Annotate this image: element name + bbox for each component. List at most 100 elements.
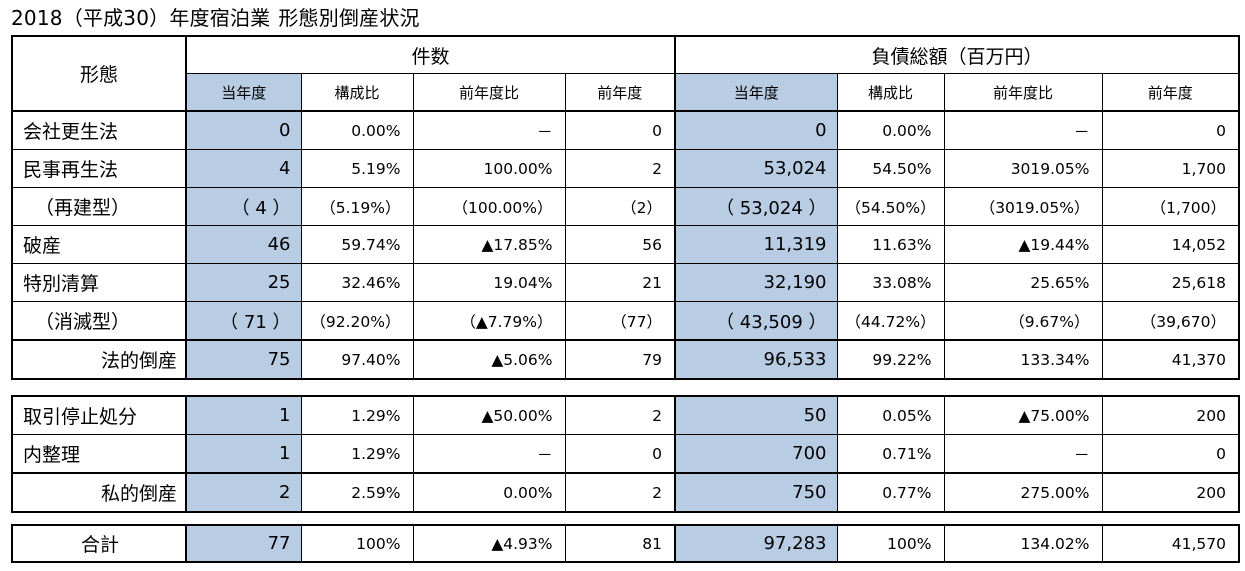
- cell: 0: [564, 110, 677, 150]
- cell: 2: [185, 472, 302, 513]
- legal-bankruptcy-table: 形態 件数 負債総額（百万円） 当年度 構成比 前年度比 前年度 当年度 構成比…: [11, 35, 1241, 380]
- row-label: 合計: [11, 524, 187, 563]
- table-row: 内整理 1 1.29% － 0 700 0.71% － 0: [11, 434, 1240, 474]
- cell: 750: [674, 472, 838, 513]
- cell: （2）: [564, 187, 677, 226]
- cell: 700: [674, 434, 838, 474]
- cell: 1.29%: [300, 395, 414, 435]
- row-label: 会社更生法: [11, 110, 187, 150]
- table-row: （消滅型） （ 71 ） （92.20%） （▲7.79%） （77） （ 43…: [11, 301, 1240, 341]
- table-row: 民事再生法 4 5.19% 100.00% 2 53,024 54.50% 30…: [11, 149, 1240, 188]
- cell: 33.08%: [836, 263, 945, 302]
- cell: 53,024: [674, 149, 838, 188]
- debt-group-header: 負債総額（百万円）: [674, 35, 1240, 74]
- cell: 200: [1101, 472, 1240, 513]
- cell: 0: [564, 434, 676, 474]
- cell: 100%: [836, 524, 945, 563]
- cell: 1: [185, 434, 302, 474]
- cell: （77）: [564, 301, 677, 341]
- col-header-debt-prev: 前年度: [1101, 73, 1240, 112]
- row-label: 法的倒産: [11, 339, 187, 380]
- cell: 100%: [300, 524, 414, 563]
- type-header: 形態: [11, 35, 187, 112]
- cell: 0: [1101, 110, 1240, 150]
- cell: 1,700: [1101, 149, 1240, 188]
- col-header-count-current: 当年度: [185, 73, 302, 112]
- row-label: 特別清算: [11, 263, 187, 302]
- cell: 41,370: [1101, 339, 1240, 380]
- cell: ▲5.06%: [412, 339, 566, 380]
- cell: －: [412, 110, 566, 150]
- row-label: 取引停止処分: [11, 395, 187, 435]
- cell: 11.63%: [836, 225, 945, 264]
- cell: ▲50.00%: [412, 395, 566, 435]
- cell: （100.00%）: [412, 187, 566, 226]
- cell: 3019.05%: [943, 149, 1103, 188]
- cell: 97,283: [674, 524, 838, 563]
- cell: 0.77%: [836, 472, 945, 513]
- cell: ▲19.44%: [943, 225, 1103, 264]
- table-row: 特別清算 25 32.46% 19.04% 21 32,190 33.08% 2…: [11, 263, 1240, 302]
- col-header-debt-current: 当年度: [674, 73, 838, 112]
- private-bankruptcy-table: 取引停止処分 1 1.29% ▲50.00% 2 50 0.05% ▲75.00…: [11, 395, 1240, 513]
- cell: （ 71 ）: [185, 301, 302, 341]
- cell: 2: [564, 472, 676, 513]
- cell: （39,670）: [1101, 301, 1240, 341]
- cell: 134.02%: [943, 524, 1103, 563]
- total-row: 合計 77 100% ▲4.93% 81 97,283 100% 134.02%…: [11, 524, 1240, 563]
- cell: 200: [1101, 395, 1240, 435]
- cell: 79: [564, 339, 677, 380]
- row-label: （再建型）: [11, 187, 187, 226]
- col-header-debt-yoy: 前年度比: [943, 73, 1103, 112]
- total-table: 合計 77 100% ▲4.93% 81 97,283 100% 134.02%…: [11, 524, 1240, 563]
- cell: 19.04%: [412, 263, 566, 302]
- cell: 0: [185, 110, 302, 150]
- cell: （1,700）: [1101, 187, 1240, 226]
- title-sub: 形態別倒産状況: [278, 6, 420, 30]
- cell: ▲75.00%: [943, 395, 1103, 435]
- subtotal-row: 法的倒産 75 97.40% ▲5.06% 79 96,533 99.22% 1…: [11, 339, 1240, 380]
- cell: 25.65%: [943, 263, 1103, 302]
- cell: 32,190: [674, 263, 838, 302]
- cell: （▲7.79%）: [412, 301, 566, 341]
- cell: 11,319: [674, 225, 838, 264]
- cell: 14,052: [1101, 225, 1240, 264]
- row-label: 内整理: [11, 434, 187, 474]
- cell: 77: [185, 524, 302, 563]
- cell: 50: [674, 395, 838, 435]
- cell: 1.29%: [300, 434, 414, 474]
- count-group-header: 件数: [185, 35, 677, 74]
- cell: （ 43,509 ）: [674, 301, 838, 341]
- cell: 25: [185, 263, 302, 302]
- cell: 0.00%: [836, 110, 945, 150]
- cell: 56: [564, 225, 677, 264]
- title-main: 2018（平成30）年度宿泊業: [11, 6, 271, 30]
- cell: 54.50%: [836, 149, 945, 188]
- cell: 41,570: [1101, 524, 1240, 563]
- cell: 97.40%: [300, 339, 414, 380]
- subtotal-row: 私的倒産 2 2.59% 0.00% 2 750 0.77% 275.00% 2…: [11, 472, 1240, 513]
- cell: 1: [185, 395, 302, 435]
- cell: （3019.05%）: [943, 187, 1103, 226]
- cell: 25,618: [1101, 263, 1240, 302]
- cell: 275.00%: [943, 472, 1103, 513]
- cell: 99.22%: [836, 339, 945, 380]
- cell: 2: [564, 149, 677, 188]
- cell: 96,533: [674, 339, 838, 380]
- cell: 4: [185, 149, 302, 188]
- row-label: （消滅型）: [11, 301, 187, 341]
- table-row: 会社更生法 0 0.00% － 0 0 0.00% － 0: [11, 110, 1240, 150]
- row-label: 破産: [11, 225, 187, 264]
- header-row-2: 当年度 構成比 前年度比 前年度 当年度 構成比 前年度比 前年度: [12, 73, 1240, 112]
- cell: 0.00%: [412, 472, 566, 513]
- cell: （5.19%）: [300, 187, 414, 226]
- cell: 59.74%: [300, 225, 414, 264]
- cell: 0.00%: [300, 110, 414, 150]
- row-label: 民事再生法: [11, 149, 187, 188]
- cell: （ 53,024 ）: [674, 187, 838, 226]
- cell: 32.46%: [300, 263, 414, 302]
- cell: 0: [1101, 434, 1240, 474]
- cell: （9.67%）: [943, 301, 1103, 341]
- col-header-count-ratio: 構成比: [300, 73, 414, 112]
- cell: 133.34%: [943, 339, 1103, 380]
